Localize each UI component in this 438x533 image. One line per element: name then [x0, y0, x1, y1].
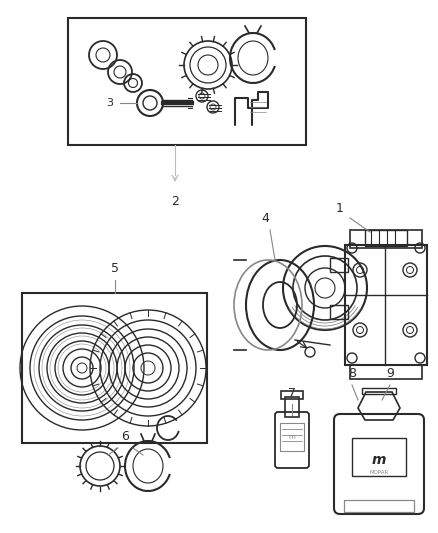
- Text: MOPAR: MOPAR: [369, 470, 389, 474]
- Text: 1: 1: [336, 202, 344, 215]
- Text: 9: 9: [386, 367, 394, 380]
- Bar: [365, 230, 407, 246]
- Bar: [22, 293, 207, 443]
- Bar: [68, 18, 306, 145]
- Text: 2: 2: [171, 195, 179, 208]
- Text: m: m: [372, 453, 386, 467]
- Bar: [280, 423, 304, 451]
- Bar: [350, 365, 422, 379]
- Bar: [352, 438, 406, 476]
- Bar: [281, 391, 303, 399]
- Bar: [350, 230, 422, 248]
- Bar: [330, 258, 348, 272]
- Bar: [330, 305, 348, 319]
- Text: 3: 3: [106, 98, 113, 108]
- Bar: [362, 388, 396, 394]
- Text: 4: 4: [261, 212, 269, 225]
- Text: 7: 7: [288, 387, 296, 400]
- Text: 6: 6: [121, 430, 129, 443]
- Bar: [344, 500, 414, 512]
- Text: 8: 8: [348, 367, 356, 380]
- Text: m: m: [289, 434, 295, 440]
- Bar: [345, 245, 427, 365]
- Text: 5: 5: [111, 262, 119, 275]
- Bar: [285, 397, 299, 417]
